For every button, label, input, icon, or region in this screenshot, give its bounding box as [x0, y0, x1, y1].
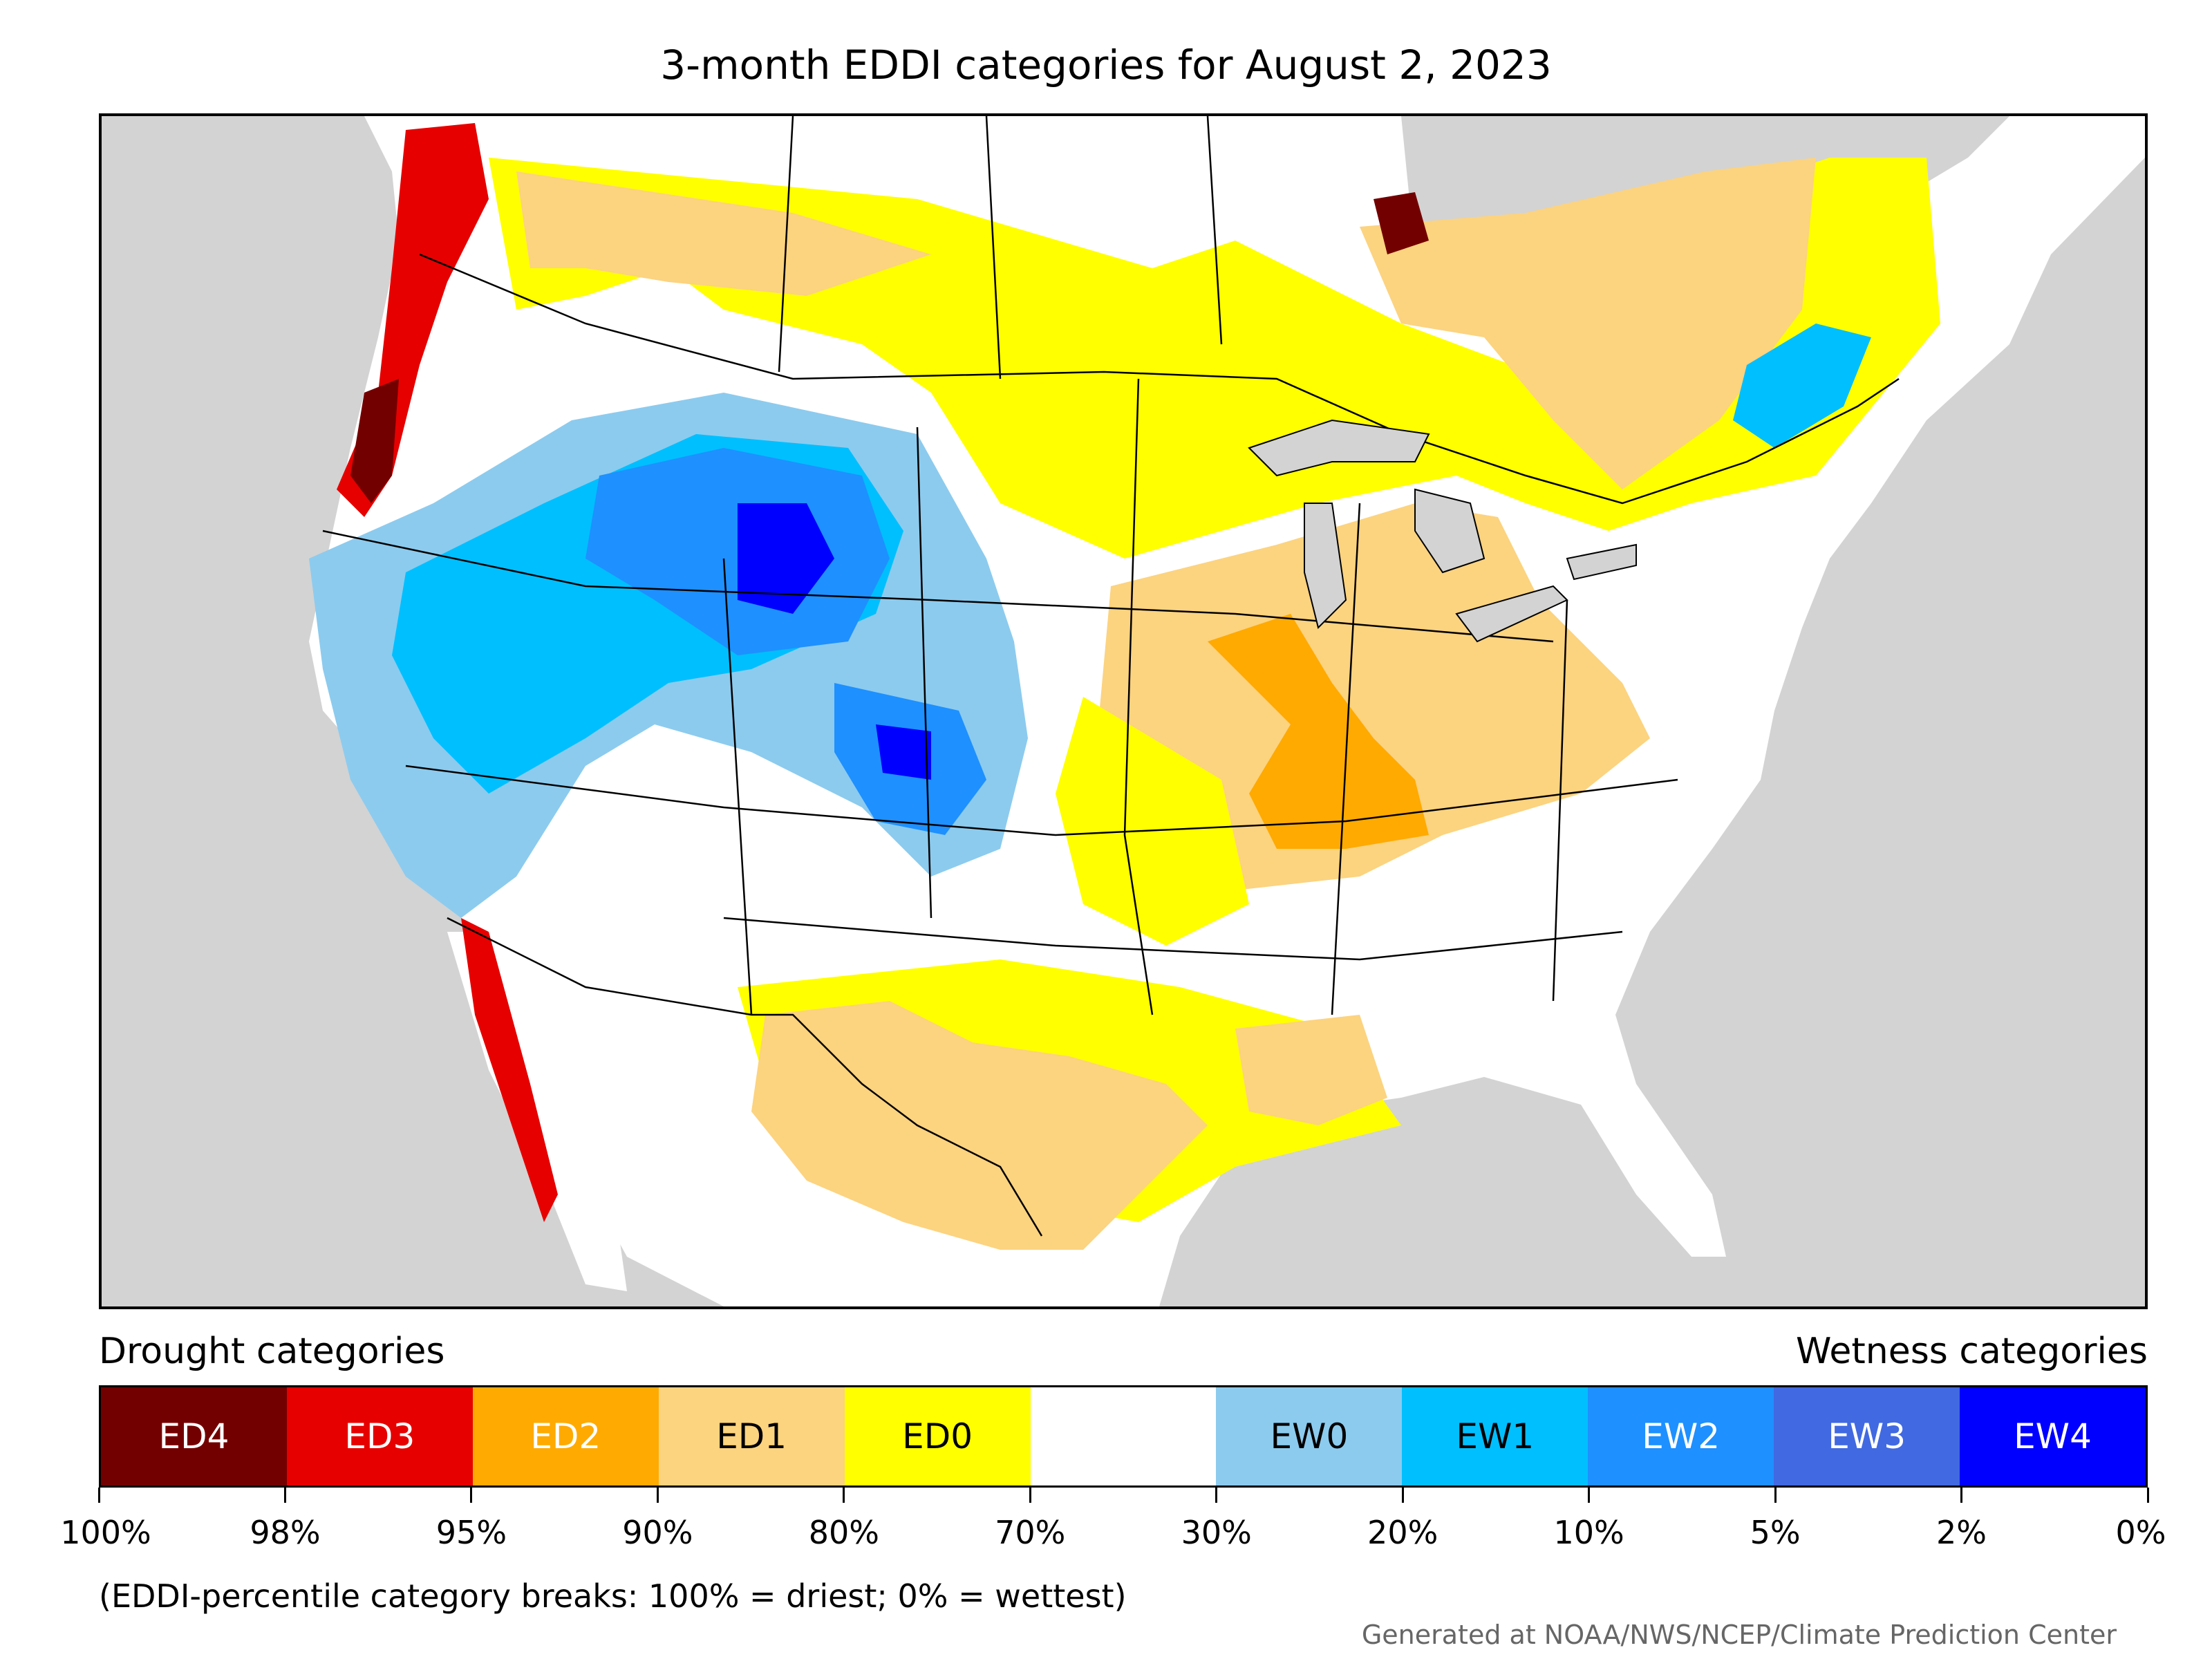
- colorbar-tick-label: 30%: [1181, 1514, 1252, 1551]
- lake-michigan: [1304, 503, 1347, 629]
- category-swatch: [1030, 1387, 1217, 1485]
- category-swatch: EW4: [1960, 1387, 2146, 1485]
- category-swatch: ED3: [286, 1387, 473, 1485]
- region-ed0-south-plains: [1056, 697, 1249, 946]
- lake-superior: [1248, 419, 1430, 477]
- region-ed2-midwest: [1208, 614, 1429, 849]
- category-swatch: ED0: [844, 1387, 1031, 1485]
- colorbar-tick: [1588, 1488, 1591, 1503]
- map-title: 3-month EDDI categories for August 2, 20…: [660, 41, 1552, 88]
- colorbar-tick-label: 10%: [1553, 1514, 1624, 1551]
- lake-ontario: [1566, 543, 1637, 581]
- border-west-states: [322, 529, 1554, 643]
- colorbar-tick-label: 80%: [808, 1514, 879, 1551]
- drought-categories-heading: Drought categories: [99, 1331, 445, 1372]
- region-ed1-louisiana: [1235, 1015, 1387, 1125]
- region-ed1-northern: [516, 171, 931, 296]
- category-swatch: ED1: [658, 1387, 845, 1485]
- colorbar-tick: [843, 1488, 845, 1503]
- region-ew4-colorado: [876, 724, 931, 780]
- drought-regions: [337, 123, 1940, 1250]
- category-swatch: EW0: [1216, 1387, 1403, 1485]
- colorbar-tick-label: 100%: [60, 1514, 151, 1551]
- category-swatch: EW2: [1588, 1387, 1774, 1485]
- region-ed1-texas-nm: [751, 1001, 1208, 1250]
- border-canada-provinces: [778, 116, 1223, 379]
- colorbar-tick: [1215, 1488, 1218, 1503]
- border-south-states: [723, 917, 1623, 961]
- region-ed4-ontario: [1374, 192, 1429, 254]
- category-swatch: EW1: [1402, 1387, 1588, 1485]
- colorbar-tick: [470, 1488, 473, 1503]
- map-canvas: [309, 116, 2145, 1306]
- eddi-map: [99, 113, 2148, 1309]
- colorbar-tick: [2146, 1488, 2149, 1503]
- category-colorbar: ED4 ED3 ED2 ED1 ED0 EW0 EW1 EW2 EW3 EW4: [99, 1385, 2148, 1488]
- category-swatch: ED2: [472, 1387, 659, 1485]
- region-ed1-canada-east: [1360, 158, 1816, 489]
- region-ew1-new-england: [1733, 324, 1871, 448]
- wetness-regions: [309, 324, 1871, 918]
- border-meridians: [722, 378, 1568, 1015]
- region-ed4-pacific-nw: [350, 379, 399, 503]
- region-ew4-wyoming: [738, 503, 834, 614]
- colorbar-tick-label: 0%: [2115, 1514, 2166, 1551]
- colorbar-tick-label: 70%: [995, 1514, 1066, 1551]
- lake-erie: [1455, 585, 1568, 643]
- colorbar-tick: [1960, 1488, 1963, 1503]
- colorbar-tick: [1029, 1488, 1031, 1503]
- great-lakes: [1248, 419, 1637, 643]
- colorbar-tick: [656, 1488, 659, 1503]
- colorbar-tick-label: 2%: [1936, 1514, 1987, 1551]
- wetness-categories-heading: Wetness categories: [1796, 1331, 2148, 1372]
- credit-line: Generated at NOAA/NWS/NCEP/Climate Predi…: [1361, 1620, 2117, 1650]
- colorbar-tick-label: 5%: [1750, 1514, 1801, 1551]
- colorbar-tick-label: 95%: [435, 1514, 507, 1551]
- border-mid-states: [405, 765, 1678, 836]
- colorbar-tick: [1774, 1488, 1777, 1503]
- colorbar-tick-label: 90%: [622, 1514, 693, 1551]
- colorbar-tick: [97, 1488, 100, 1503]
- colorbar-tick-label: 98%: [250, 1514, 321, 1551]
- lake-huron: [1414, 488, 1485, 574]
- colorbar-tick: [283, 1488, 286, 1503]
- border-us-mexico: [447, 917, 1043, 1237]
- percentile-note: (EDDI-percentile category breaks: 100% =…: [99, 1577, 1127, 1615]
- region-ed3-baja: [461, 918, 558, 1222]
- category-swatch: ED4: [101, 1387, 287, 1485]
- colorbar-tick-label: 20%: [1367, 1514, 1438, 1551]
- colorbar-tick: [1401, 1488, 1404, 1503]
- category-swatch: EW3: [1774, 1387, 1960, 1485]
